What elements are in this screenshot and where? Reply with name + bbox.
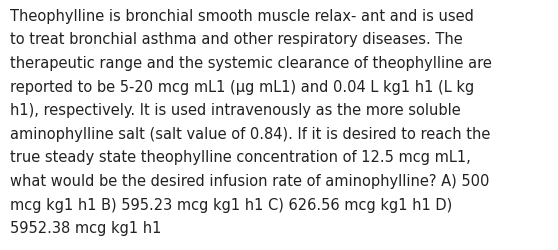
Text: Theophylline is bronchial smooth muscle relax- ant and is used: Theophylline is bronchial smooth muscle …: [10, 9, 474, 24]
Text: aminophylline salt (salt value of 0.84). If it is desired to reach the: aminophylline salt (salt value of 0.84).…: [10, 126, 490, 141]
Text: mcg kg1 h1 B) 595.23 mcg kg1 h1 C) 626.56 mcg kg1 h1 D): mcg kg1 h1 B) 595.23 mcg kg1 h1 C) 626.5…: [10, 197, 453, 212]
Text: therapeutic range and the systemic clearance of theophylline are: therapeutic range and the systemic clear…: [10, 56, 492, 71]
Text: 5952.38 mcg kg1 h1: 5952.38 mcg kg1 h1: [10, 220, 161, 235]
Text: true steady state theophylline concentration of 12.5 mcg mL1,: true steady state theophylline concentra…: [10, 150, 471, 165]
Text: what would be the desired infusion rate of aminophylline? A) 500: what would be the desired infusion rate …: [10, 173, 489, 188]
Text: reported to be 5-20 mcg mL1 (μg mL1) and 0.04 L kg1 h1 (L kg: reported to be 5-20 mcg mL1 (μg mL1) and…: [10, 79, 474, 94]
Text: h1), respectively. It is used intravenously as the more soluble: h1), respectively. It is used intravenou…: [10, 103, 461, 118]
Text: to treat bronchial asthma and other respiratory diseases. The: to treat bronchial asthma and other resp…: [10, 32, 463, 47]
